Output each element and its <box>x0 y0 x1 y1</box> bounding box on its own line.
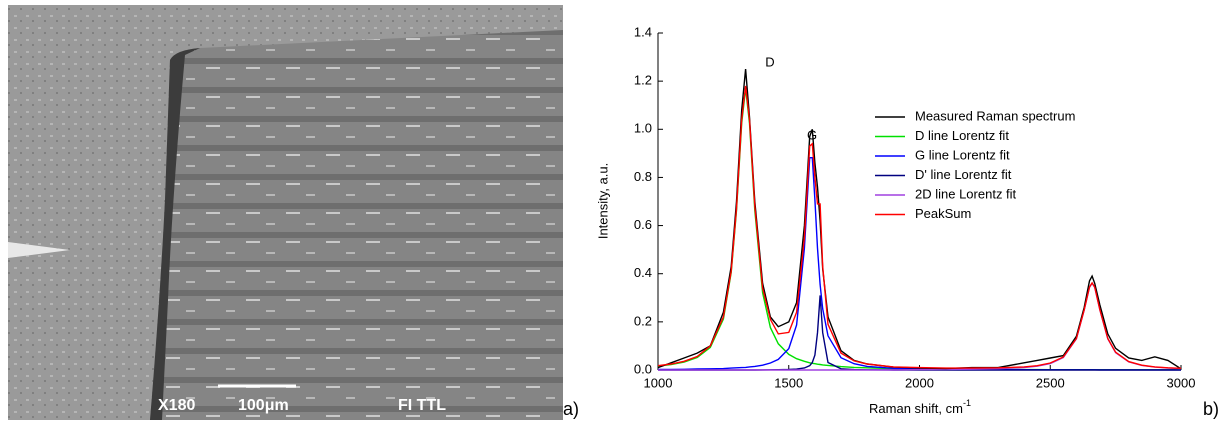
series-line <box>658 295 1181 371</box>
x-axis-label: Raman shift, cm-1 <box>869 398 971 416</box>
legend-label: D' line Lorentz fit <box>915 167 1012 182</box>
y-tick-label: 0.6 <box>634 217 652 232</box>
sem-image: X180 100μm FI TTL <box>8 5 563 420</box>
x-tick-label: 2500 <box>1036 375 1065 390</box>
scale-bar-label: 100μm <box>238 397 289 414</box>
legend-label: G line Lorentz fit <box>915 147 1010 162</box>
x-axis-label-sup: -1 <box>963 398 971 408</box>
series-line <box>657 69 1182 370</box>
y-tick-label: 0.0 <box>634 361 652 376</box>
y-tick-label: 0.8 <box>634 169 652 184</box>
y-tick-label: 1.0 <box>634 121 652 136</box>
legend-label: PeakSum <box>915 206 971 221</box>
x-axis-label-text: Raman shift, cm <box>869 401 963 416</box>
peak-annotation: G <box>807 127 817 142</box>
sem-feature <box>8 242 70 258</box>
panel-label: a) <box>563 399 579 419</box>
legend-label: D line Lorentz fit <box>915 128 1009 143</box>
peak-annotation: D <box>765 54 774 69</box>
x-tick-label: 3000 <box>1167 375 1196 390</box>
y-tick-label: 0.4 <box>634 265 652 280</box>
y-tick-label: 1.2 <box>634 73 652 88</box>
y-axis-label: Intensity, a.u. <box>595 163 610 239</box>
x-tick-label: 1000 <box>644 375 673 390</box>
x-tick-label: 1500 <box>774 375 803 390</box>
y-tick-label: 1.4 <box>634 24 652 39</box>
legend-label: 2D line Lorentz fit <box>915 186 1017 201</box>
legend-label: Measured Raman spectrum <box>915 108 1075 123</box>
series-line <box>657 85 1182 369</box>
sem-patterned-region <box>150 30 563 420</box>
magnification: X180 <box>158 397 195 414</box>
y-tick-label: 0.2 <box>634 313 652 328</box>
series-line <box>658 281 1182 371</box>
detector-label: FI TTL <box>398 397 446 414</box>
sem-edge <box>150 48 200 420</box>
x-tick-label: 2000 <box>905 375 934 390</box>
panel-label: b) <box>1203 399 1219 419</box>
